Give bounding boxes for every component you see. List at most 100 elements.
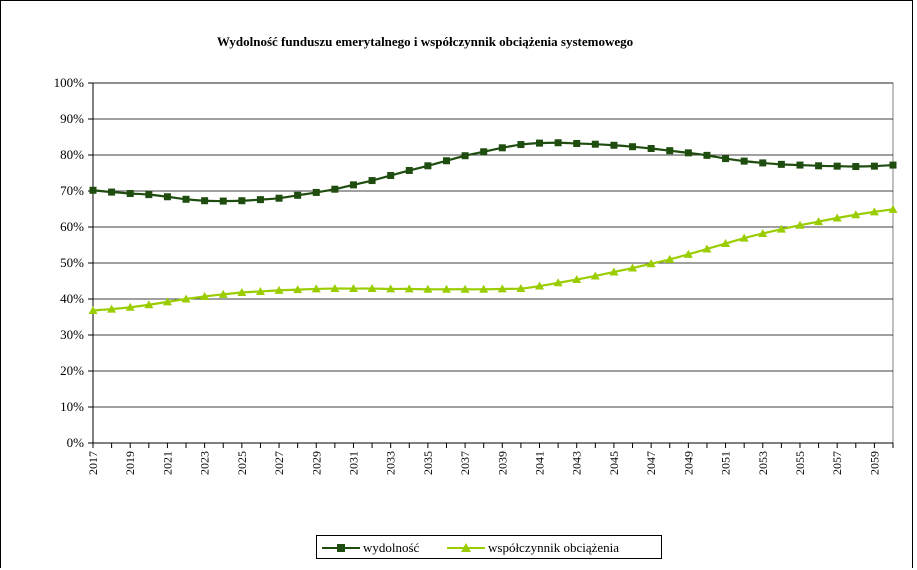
data-point: [274, 285, 284, 294]
x-tick-label: 2035: [421, 451, 435, 475]
x-tick-label: 2039: [495, 451, 509, 475]
data-point: [815, 162, 823, 170]
x-tick-label: 2021: [160, 451, 174, 475]
data-point: [386, 284, 396, 293]
legend-item-wydolnosc: wydolność: [322, 539, 419, 557]
x-tick-labels: 2017 2019 2021 2023 2025 2027 2029 2031 2033 2035…: [86, 451, 881, 475]
data-point: [238, 197, 246, 205]
legend-swatch-wspolczynnik: [447, 542, 485, 554]
x-tick-label: 2033: [384, 451, 398, 475]
data-point: [424, 162, 432, 170]
data-point: [759, 159, 767, 167]
data-point: [404, 284, 414, 293]
data-point: [460, 284, 470, 293]
data-point: [219, 197, 227, 205]
data-point: [331, 185, 339, 193]
series-line-0: [92, 141, 894, 203]
data-point: [293, 285, 303, 294]
axes: [88, 82, 894, 448]
data-point: [126, 190, 134, 198]
data-point: [218, 289, 228, 298]
data-point: [646, 259, 656, 268]
series-0: [89, 139, 897, 205]
data-point: [629, 143, 637, 151]
data-point: [181, 294, 191, 303]
legend-swatch-wydolnosc: [322, 542, 360, 554]
legend-label-wspolczynnik: współczynnik obciążenia: [488, 540, 620, 555]
x-tick-label: 2053: [756, 451, 770, 475]
y-tick-labels: 0% 10% 20% 30% 40% 50% 60% 70% 80% 90% 100%: [54, 75, 85, 450]
data-point: [387, 172, 395, 180]
data-point: [703, 151, 711, 159]
x-tick-label: 2017: [86, 451, 100, 475]
data-point: [312, 188, 320, 196]
x-tick-label: 2055: [793, 451, 807, 475]
data-point: [609, 267, 619, 276]
data-point: [870, 162, 878, 170]
data-point: [666, 147, 674, 155]
data-point: [89, 186, 97, 194]
chart-title: Wydolność funduszu emerytalnego i współc…: [216, 34, 634, 49]
data-point: [125, 302, 135, 311]
data-point: [442, 157, 450, 165]
data-point: [776, 224, 786, 233]
legend-label-wydolnosc: wydolność: [363, 540, 420, 555]
data-point: [256, 196, 264, 204]
data-point: [573, 139, 581, 147]
data-point: [758, 228, 768, 237]
x-tick-label: 2019: [123, 451, 137, 475]
y-tick-label: 30%: [60, 327, 84, 342]
y-tick-label: 20%: [60, 363, 84, 378]
data-point: [702, 244, 712, 253]
y-tick-label: 0%: [67, 435, 85, 450]
data-point: [368, 177, 376, 185]
data-point: [832, 213, 842, 222]
x-tick-label: 2031: [346, 451, 360, 475]
x-tick-label: 2041: [533, 451, 547, 475]
x-tick-label: 2047: [644, 451, 658, 475]
data-point: [182, 195, 190, 203]
data-point: [88, 306, 98, 315]
data-point: [480, 148, 488, 156]
data-point: [572, 275, 582, 284]
data-point: [796, 161, 804, 169]
data-point: [144, 300, 154, 309]
data-point: [553, 278, 563, 287]
x-tick-label: 2029: [309, 451, 323, 475]
data-point: [852, 163, 860, 171]
data-point: [255, 286, 265, 295]
data-point: [423, 284, 433, 293]
data-point: [722, 155, 730, 163]
legend-item-wspolczynnik: współczynnik obciążenia: [447, 539, 619, 557]
data-point: [294, 191, 302, 199]
data-point: [311, 284, 321, 293]
data-point: [684, 149, 692, 157]
data-point: [330, 284, 340, 293]
data-point: [275, 194, 283, 202]
data-point: [833, 162, 841, 170]
x-tick-label: 2037: [458, 451, 472, 475]
data-point: [889, 161, 897, 169]
y-tick-label: 60%: [60, 219, 84, 234]
series-line-1: [92, 208, 894, 312]
data-point: [145, 191, 153, 199]
gridlines: [92, 82, 894, 444]
x-tick-label: 2051: [719, 451, 733, 475]
data-point: [348, 284, 358, 293]
data-point: [163, 193, 171, 201]
x-tick-label: 2057: [830, 451, 844, 475]
data-point: [479, 284, 489, 293]
data-point: [237, 288, 247, 297]
data-point: [441, 284, 451, 293]
data-point: [869, 207, 879, 216]
data-point: [535, 281, 545, 290]
data-point: [461, 152, 469, 160]
data-point: [721, 239, 731, 248]
y-tick-label: 70%: [60, 183, 84, 198]
data-point: [814, 217, 824, 226]
data-point: [665, 254, 675, 263]
x-tick-label: 2023: [198, 451, 212, 475]
legend: wydolność współczynnik obciążenia: [316, 535, 662, 559]
